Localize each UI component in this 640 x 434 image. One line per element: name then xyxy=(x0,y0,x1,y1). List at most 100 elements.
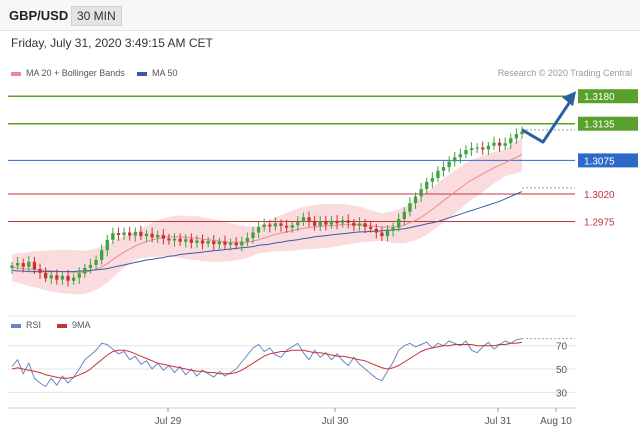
candle-body-23 xyxy=(139,231,143,237)
candle-body-37 xyxy=(217,241,222,245)
candle-body-10 xyxy=(66,275,70,281)
projection-arrow-line xyxy=(521,99,573,144)
candle-body-85 xyxy=(486,145,491,150)
candle-body-50 xyxy=(290,225,294,228)
candle-body-45 xyxy=(262,224,266,227)
price-tag-bg-1.3075 xyxy=(578,153,638,168)
candle-body-71 xyxy=(408,203,412,212)
candle-body-77 xyxy=(441,167,446,171)
candle-body-48 xyxy=(279,223,283,226)
time-tick-label-0: Jul 29 xyxy=(155,416,182,427)
candle-body-52 xyxy=(301,217,306,223)
candle-body-42 xyxy=(245,238,250,242)
ma50-label: MA 50 xyxy=(152,68,178,78)
candle-body-7 xyxy=(49,275,53,279)
candle-body-70 xyxy=(402,211,406,220)
candle-body-91 xyxy=(520,131,524,135)
time-tick-label-3: Aug 10 xyxy=(540,416,572,427)
ma20-line xyxy=(12,153,523,273)
candle-body-69 xyxy=(397,219,401,228)
candle-body-46 xyxy=(268,224,272,227)
candle-body-20 xyxy=(122,232,126,235)
candle-body-65 xyxy=(374,228,378,233)
rsi-9ma-line xyxy=(11,341,523,379)
candle-body-76 xyxy=(436,170,440,179)
candle-body-72 xyxy=(413,196,418,204)
chart-datetime: Friday, July 31, 2020 3:49:15 AM CET xyxy=(11,36,213,50)
candle-body-2 xyxy=(21,263,25,267)
time-tick-label-1: Jul 30 xyxy=(322,416,349,427)
price-tag-text-1.3180: 1.3180 xyxy=(584,92,615,103)
price-tag-text-1.3075: 1.3075 xyxy=(584,156,615,167)
candle-body-89 xyxy=(509,138,513,144)
candle-body-21 xyxy=(128,232,132,236)
candle-body-11 xyxy=(71,277,76,281)
currency-pair-title: GBP/USD xyxy=(9,8,69,23)
projection-arrowhead xyxy=(562,91,576,107)
candle-body-40 xyxy=(234,242,238,246)
candle-body-0 xyxy=(10,265,14,268)
candle-body-26 xyxy=(156,234,160,238)
candle-body-78 xyxy=(447,161,451,168)
price-tag-1.3180: 1.3180 xyxy=(578,89,638,104)
ma20-swatch xyxy=(11,71,21,76)
main-price-panel: 1.3180 1.3135 1.3075 1.3020 1.2975 xyxy=(8,89,638,295)
candle-body-3 xyxy=(27,261,31,267)
candle-body-67 xyxy=(385,230,390,237)
legend-rsi: RSI xyxy=(11,320,41,330)
candle-body-44 xyxy=(256,227,261,233)
candle-body-9 xyxy=(60,275,65,280)
candle-body-75 xyxy=(430,178,434,182)
candle-body-30 xyxy=(178,238,182,242)
legend-9ma: 9MA xyxy=(57,320,91,330)
candle-body-74 xyxy=(425,181,429,190)
candle-body-87 xyxy=(497,142,502,146)
candle-body-17 xyxy=(105,239,109,251)
candle-body-25 xyxy=(150,233,154,238)
candle-body-43 xyxy=(251,232,255,238)
candle-body-53 xyxy=(307,217,311,221)
candle-body-41 xyxy=(240,241,244,246)
candle-body-64 xyxy=(369,227,373,229)
candle-body-1 xyxy=(15,263,20,266)
candle-body-22 xyxy=(133,231,137,236)
level-label-1.2975: 1.2975 xyxy=(584,218,615,229)
ma9-label: 9MA xyxy=(72,320,91,330)
credit-text: Research © 2020 Trading Central xyxy=(497,68,632,78)
candle-body-81 xyxy=(464,150,468,155)
ma9-swatch xyxy=(57,323,67,328)
candle-body-82 xyxy=(469,148,474,150)
timeframe-badge[interactable]: 30 MIN xyxy=(71,6,122,26)
legend-ma50: MA 50 xyxy=(137,68,178,78)
candle-body-54 xyxy=(312,220,317,226)
candle-body-24 xyxy=(144,233,149,237)
time-tick-label-2: Jul 31 xyxy=(485,416,512,427)
candle-body-57 xyxy=(329,220,334,225)
candle-body-6 xyxy=(43,272,48,279)
rsi-tick-70: 70 xyxy=(556,342,568,353)
candle-body-33 xyxy=(195,240,199,243)
candle-body-31 xyxy=(184,239,188,242)
ma20-label: MA 20 + Bollinger Bands xyxy=(26,68,125,78)
candle-body-19 xyxy=(116,233,121,235)
candle-body-28 xyxy=(167,238,171,241)
candle-body-60 xyxy=(346,220,350,223)
rsi-swatch xyxy=(11,323,21,328)
candle-body-15 xyxy=(94,260,98,265)
price-tag-text-1.3135: 1.3135 xyxy=(584,120,615,131)
candle-body-73 xyxy=(419,189,423,197)
candle-body-39 xyxy=(228,242,233,245)
candle-body-12 xyxy=(77,273,81,278)
candle-body-80 xyxy=(458,154,463,158)
candle-body-84 xyxy=(481,147,485,150)
candle-body-90 xyxy=(514,134,519,139)
rsi-label: RSI xyxy=(26,320,42,330)
candle-body-49 xyxy=(284,225,289,228)
candle-body-36 xyxy=(212,241,216,245)
candle-body-29 xyxy=(172,238,177,241)
candle-body-47 xyxy=(273,223,278,227)
candle-body-38 xyxy=(223,241,227,245)
candle-body-8 xyxy=(55,275,59,280)
price-tag-bg-1.3180 xyxy=(578,89,638,104)
